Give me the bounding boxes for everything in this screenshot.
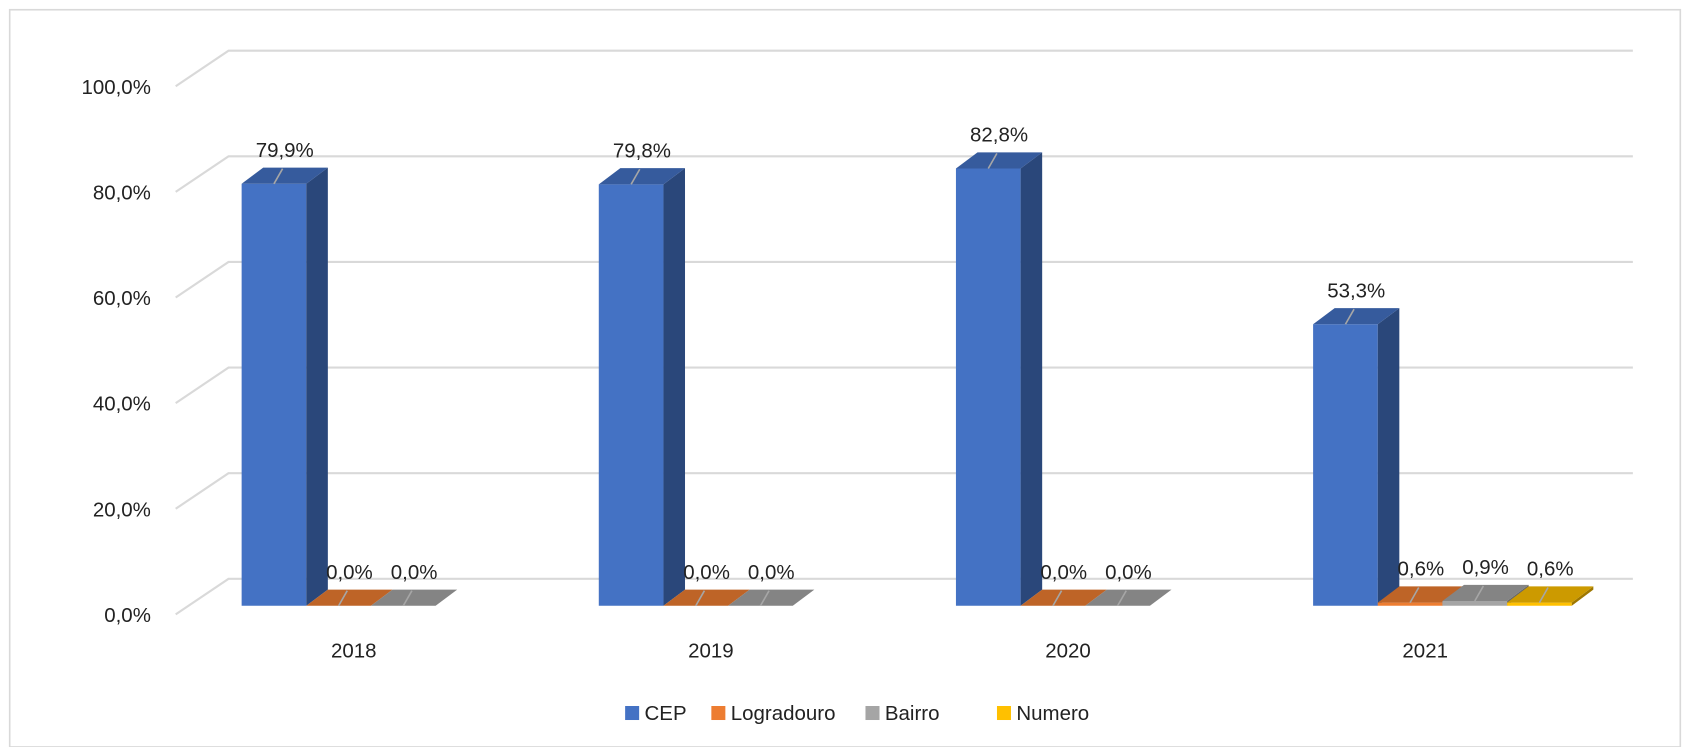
data-label: 0,6% [1527,558,1574,581]
y-tick-label: 80,0% [93,181,151,204]
leader-line [759,590,770,607]
leader-line [1474,585,1485,602]
data-label: 0,0% [1105,561,1152,584]
bar-side [1571,586,1594,606]
x-tick-label: 2019 [688,640,734,663]
bar-side [663,168,686,606]
bar [728,589,815,606]
bar-front [1377,602,1443,606]
bar-front [241,183,307,606]
bar-front [598,184,664,606]
y-tick-label: 100,0% [81,76,150,99]
legend-swatch [711,706,726,721]
x-tick-label: 2018 [331,640,377,663]
data-label: 0,0% [748,561,795,584]
bar-top [1442,584,1529,602]
bar [306,589,393,606]
bar-front [1313,324,1378,606]
bar-side [306,167,328,606]
bar [1313,308,1400,606]
bar [598,168,686,606]
leader-line [402,590,413,607]
leader-line [1116,590,1127,607]
leader-line [1052,590,1063,607]
bar-top [955,152,1043,169]
leader-line [987,152,998,169]
x-tick-label: 2021 [1402,640,1448,663]
bar [1507,586,1594,606]
data-label: 0,9% [1462,556,1509,579]
bar-top [1085,589,1172,606]
legend-label: Logradouro [731,702,836,725]
bar-front [1507,602,1572,606]
data-label: 0,0% [683,561,730,584]
legend-label: Bairro [885,702,940,725]
bar-top [598,168,686,185]
grid-line [175,366,1633,405]
grid-line [175,472,1633,510]
bar [370,589,458,606]
leader-line [630,168,641,185]
legend-label: CEP [645,702,687,725]
legend-label: Numero [1016,702,1089,725]
data-label: 0,0% [326,561,373,584]
leader-line [1538,587,1549,603]
y-tick-label: 60,0% [93,287,151,310]
bar-top [1507,586,1594,603]
y-tick-label: 0,0% [104,604,151,627]
bar-top [728,589,815,606]
y-tick-label: 40,0% [93,393,151,416]
data-label: 0,0% [391,561,438,584]
bar-top [241,167,328,184]
y-tick-label: 20,0% [93,498,151,521]
bar-side [1377,308,1400,606]
x-tick-label: 2020 [1045,640,1091,663]
data-label: 82,8% [970,124,1028,147]
leader-line [1409,587,1420,603]
legend-swatch [625,706,640,721]
bar-top [306,589,393,606]
bar [1085,589,1172,606]
leader-line [1344,308,1355,325]
bar [663,589,750,606]
bar [955,152,1043,606]
grid-line [175,155,1633,193]
data-label: 0,0% [1040,561,1087,584]
bar-front [955,168,1021,606]
data-label: 79,8% [613,139,671,162]
bar [241,167,328,606]
data-label: 53,3% [1327,279,1385,302]
bar-top [1377,586,1464,603]
grid-line [175,49,1633,88]
bar-top [663,589,750,606]
bar-side [1020,152,1043,606]
data-label: 79,9% [256,139,314,162]
bar [1020,589,1107,606]
legend-swatch [996,706,1011,721]
bar-top [1020,589,1107,606]
leader-line [273,168,284,185]
grid-line [175,577,1633,616]
leader-line [337,590,348,607]
bar-top [1313,308,1400,325]
legend-swatch [865,706,880,721]
bar-top [370,589,458,606]
grid-line [175,260,1633,299]
data-label: 0,6% [1398,558,1445,581]
leader-line [695,590,706,607]
bar-front [1442,601,1508,606]
